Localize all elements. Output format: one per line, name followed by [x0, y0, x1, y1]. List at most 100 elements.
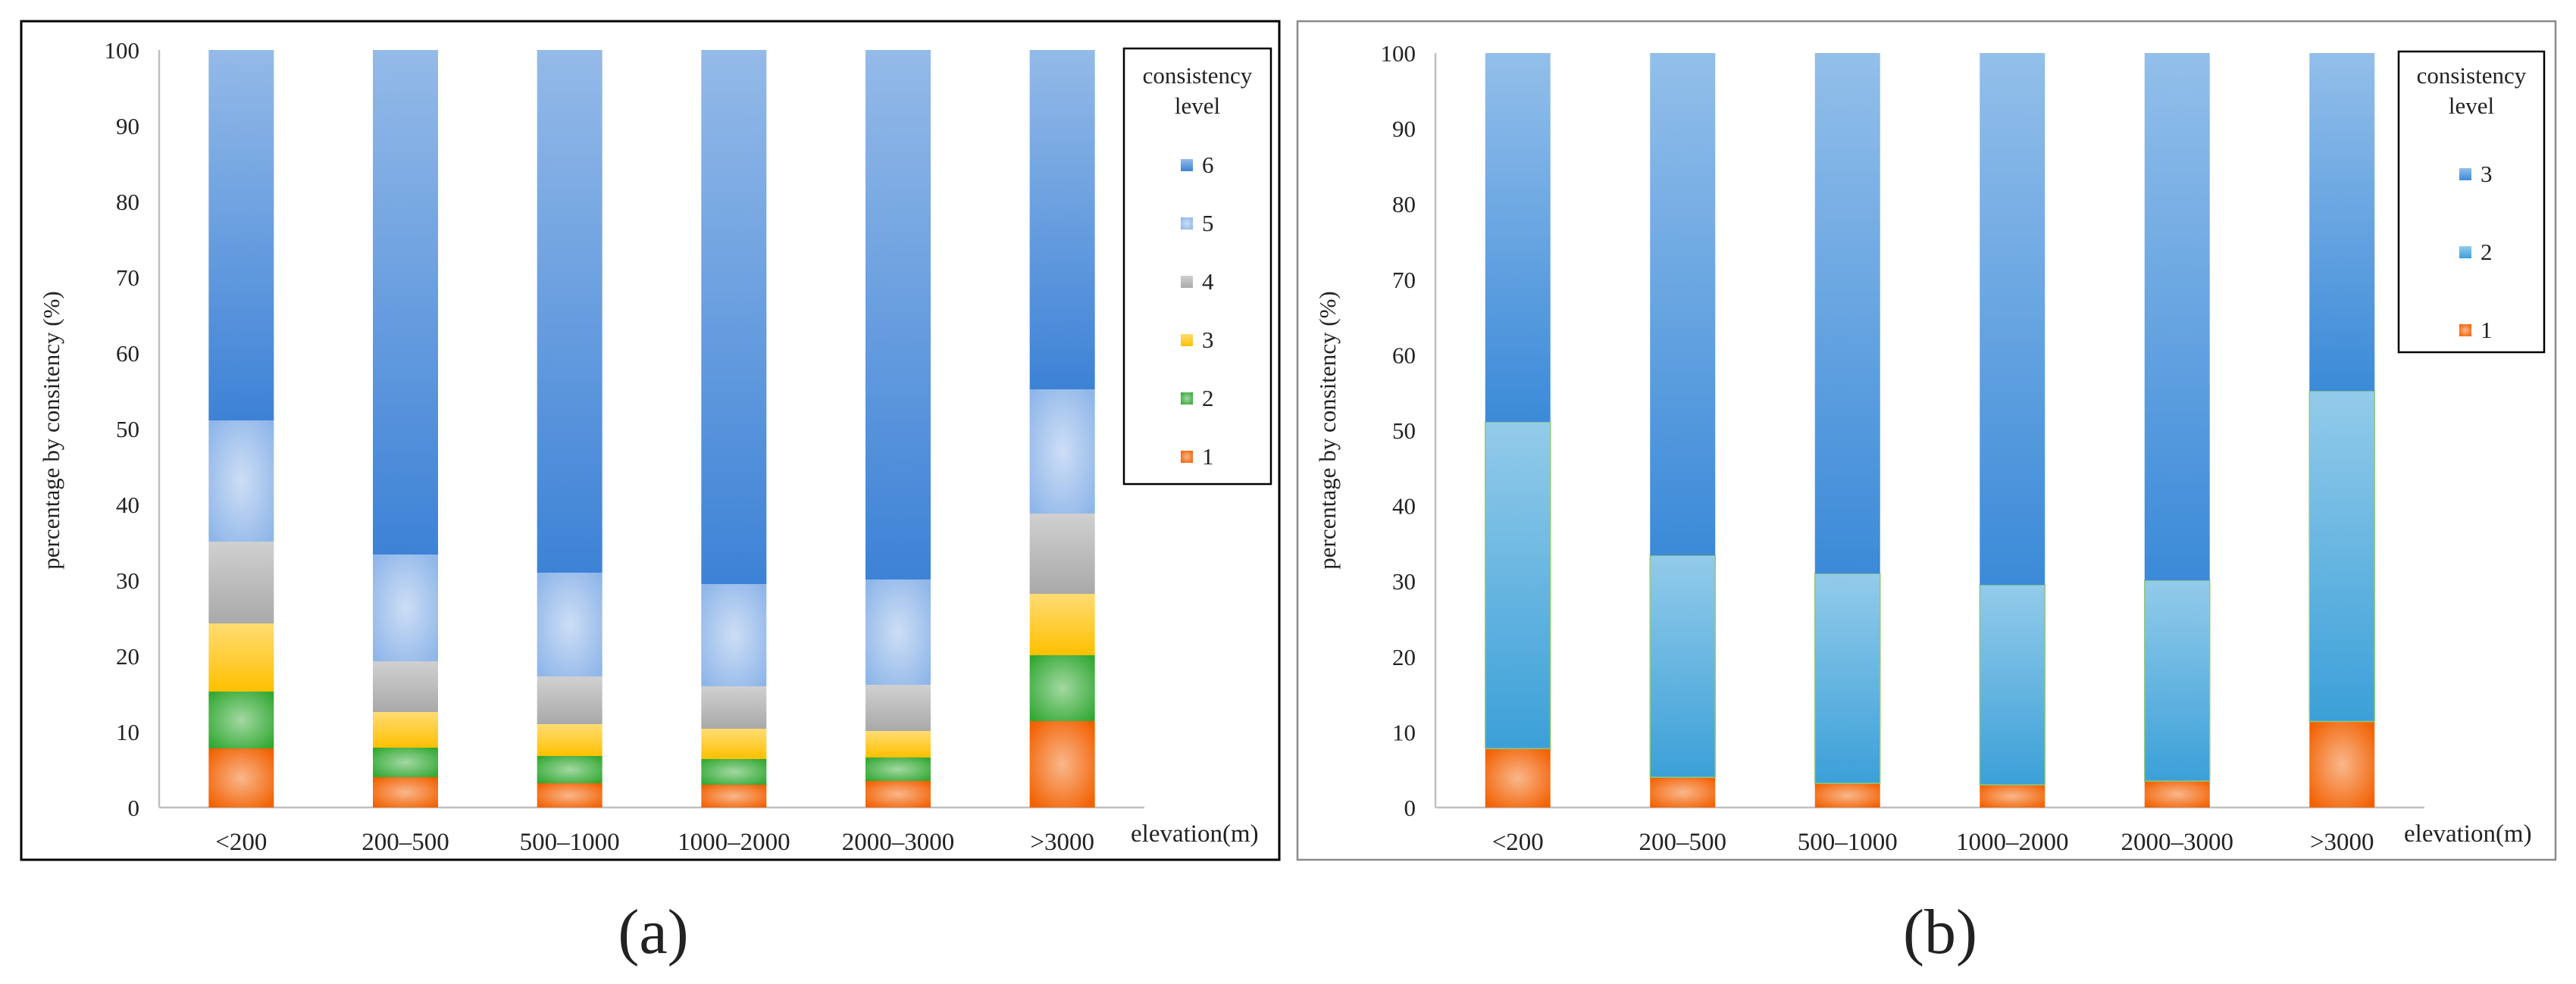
bar-segment: [537, 724, 603, 756]
bar-segment: [208, 50, 274, 420]
bar-segment: [2309, 721, 2375, 808]
x-tick-label: <200: [1492, 829, 1544, 856]
legend-label: 6: [1202, 152, 1214, 178]
bar-segment: [373, 777, 438, 808]
bar-segment: [373, 50, 438, 554]
bar-segment: [1649, 554, 1716, 778]
bar-segment: [1814, 53, 1880, 574]
bar-segment: [208, 623, 274, 692]
y-tick-label: 70: [1392, 267, 1416, 293]
y-tick-label: 60: [116, 340, 139, 367]
bar-segment: [865, 758, 931, 781]
bar-segment: [1029, 594, 1095, 655]
bar-segment: [701, 584, 767, 686]
panel-a-legend-title-line2: level: [1175, 92, 1220, 119]
bar-segment: [1029, 514, 1095, 594]
bar-segment: [2144, 579, 2211, 782]
panel-b-chart: percentage by consitency (%) elevation(m…: [1296, 20, 2557, 861]
bar-segment: [208, 542, 274, 623]
y-tick-label: 30: [1392, 568, 1416, 595]
legend-label: 3: [2481, 161, 2493, 187]
bar-segment: [1029, 655, 1095, 721]
legend-swatch: [2459, 246, 2471, 258]
figure-label-a: (a): [618, 897, 688, 967]
y-tick-label: 90: [1392, 116, 1416, 142]
bar-segment: [1029, 721, 1095, 808]
panel-b-y-axis-label: percentage by consitency (%): [1314, 291, 1341, 570]
y-tick-label: 100: [105, 37, 140, 64]
x-tick-label: 1000–2000: [1956, 829, 2069, 856]
panel-a-y-axis-label: percentage by consitency (%): [38, 291, 64, 570]
figure-label-b: (b): [1903, 897, 1977, 967]
x-tick-label: >3000: [1030, 829, 1094, 856]
bar-segment: [865, 685, 931, 731]
x-tick-label: 500–1000: [1798, 829, 1898, 856]
legend-swatch: [1181, 392, 1193, 405]
bar-segment: [2308, 390, 2375, 723]
bar-segment: [1650, 777, 1716, 808]
bar-segment: [537, 50, 603, 573]
bar-segment: [537, 783, 603, 808]
bar-segment: [1650, 53, 1716, 556]
y-tick-label: 100: [1381, 40, 1416, 67]
panel-b-x-axis-label: elevation(m): [2404, 820, 2532, 848]
y-tick-label: 80: [116, 189, 139, 215]
bar-segment: [373, 554, 438, 661]
bar-segment: [208, 748, 274, 808]
panel-a-x-axis-label: elevation(m): [1131, 820, 1259, 848]
y-tick-label: 50: [1392, 417, 1416, 444]
x-tick-label: 200–500: [1639, 829, 1727, 856]
bar-segment: [2144, 53, 2210, 581]
bar-segment: [865, 731, 931, 758]
x-tick-label: <200: [215, 829, 267, 856]
panel-a-legend-box: [1122, 47, 1272, 486]
bar-segment: [2309, 53, 2375, 392]
legend-label: 4: [1202, 268, 1214, 295]
legend-label: 2: [1202, 385, 1214, 411]
y-tick-label: 70: [116, 264, 139, 291]
x-tick-label: 2000–3000: [842, 829, 955, 856]
bar-segment: [701, 50, 767, 584]
bar-segment: [1979, 584, 2045, 786]
bar-segment: [1980, 53, 2045, 586]
panel-b-legend-box: [2397, 50, 2546, 354]
legend-label: 1: [2481, 317, 2493, 343]
panel-b-legend-title-line2: level: [2449, 92, 2494, 119]
bar-segment: [1029, 50, 1095, 389]
bar-segment: [1485, 748, 1551, 808]
bar-segment: [1814, 783, 1880, 808]
legend-label: 3: [1202, 326, 1214, 353]
bar-segment: [1980, 785, 2045, 808]
x-tick-label: 200–500: [362, 829, 449, 856]
bar-segment: [537, 676, 603, 724]
legend-swatch: [1181, 159, 1193, 171]
bar-segment: [865, 579, 931, 685]
legend-swatch: [1181, 217, 1193, 230]
bar-segment: [701, 686, 767, 729]
bar-segment: [1485, 53, 1551, 423]
x-tick-label: 500–1000: [520, 829, 620, 856]
y-tick-label: 10: [116, 719, 139, 745]
bar-segment: [208, 692, 274, 748]
y-tick-label: 90: [116, 113, 139, 139]
y-tick-label: 0: [1404, 795, 1416, 821]
y-tick-label: 80: [1392, 191, 1416, 217]
bar-segment: [373, 748, 438, 777]
y-tick-label: 30: [116, 567, 139, 594]
bar-segment: [701, 729, 767, 759]
panel-a-chart: percentage by consitency (%) elevation(m…: [20, 20, 1281, 861]
panel-a-legend-title-line1: consistency: [1143, 62, 1253, 89]
bar-segment: [537, 573, 603, 676]
y-tick-label: 40: [1392, 493, 1416, 520]
y-tick-label: 20: [1392, 644, 1416, 670]
legend-label: 5: [1202, 210, 1214, 236]
y-tick-label: 0: [128, 795, 140, 821]
bar-segment: [1029, 389, 1095, 514]
panel-b-legend-title-line1: consistency: [2417, 62, 2527, 89]
legend-swatch: [1181, 334, 1193, 346]
legend-label: 1: [1202, 443, 1214, 470]
legend-swatch: [1181, 451, 1193, 463]
bar-segment: [1485, 421, 1551, 750]
bar-segment: [373, 661, 438, 712]
